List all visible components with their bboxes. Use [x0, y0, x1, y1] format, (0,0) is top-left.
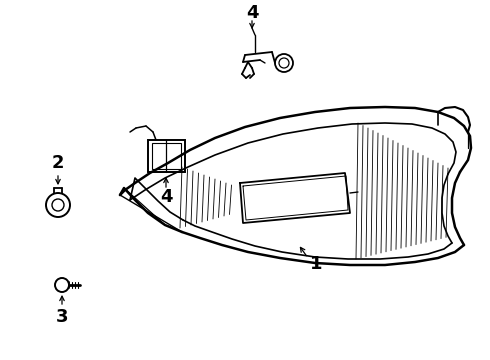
Bar: [148, 140, 185, 172]
Text: 1: 1: [310, 255, 322, 273]
Text: 4: 4: [246, 4, 258, 22]
Text: 4: 4: [160, 188, 172, 206]
Bar: [152, 143, 181, 169]
Text: 2: 2: [52, 154, 64, 172]
Text: 3: 3: [56, 308, 68, 326]
